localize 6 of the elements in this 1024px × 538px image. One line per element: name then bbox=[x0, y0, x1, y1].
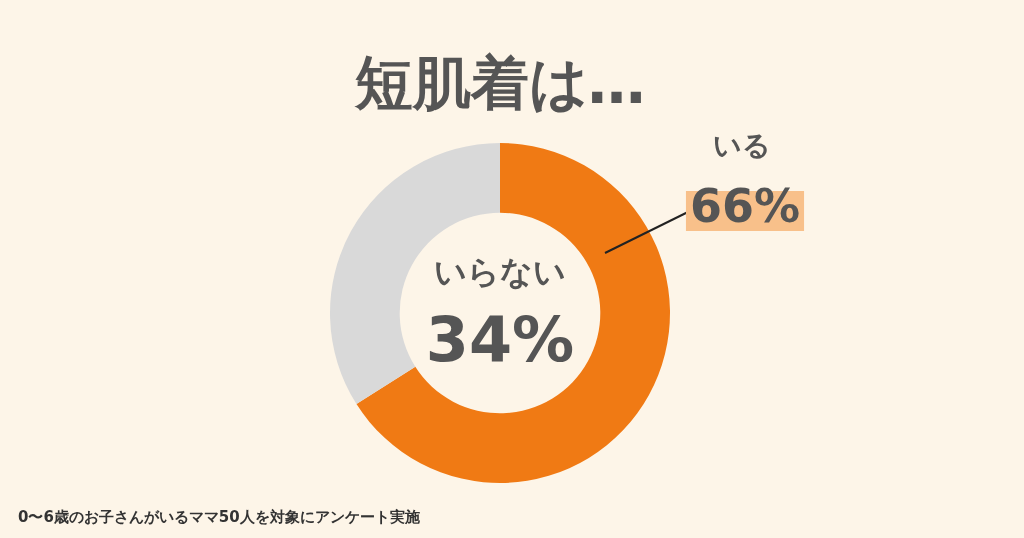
data-label: 34% bbox=[425, 303, 575, 377]
data-label: 66% bbox=[689, 178, 801, 233]
text: 0〜6歳のお子さんがいるママ50人を対象にアンケート実施 bbox=[18, 508, 420, 527]
slice-label: いらない bbox=[434, 253, 566, 292]
slice-label: いる bbox=[713, 129, 771, 163]
chart-title: 短肌着は… bbox=[353, 48, 647, 119]
